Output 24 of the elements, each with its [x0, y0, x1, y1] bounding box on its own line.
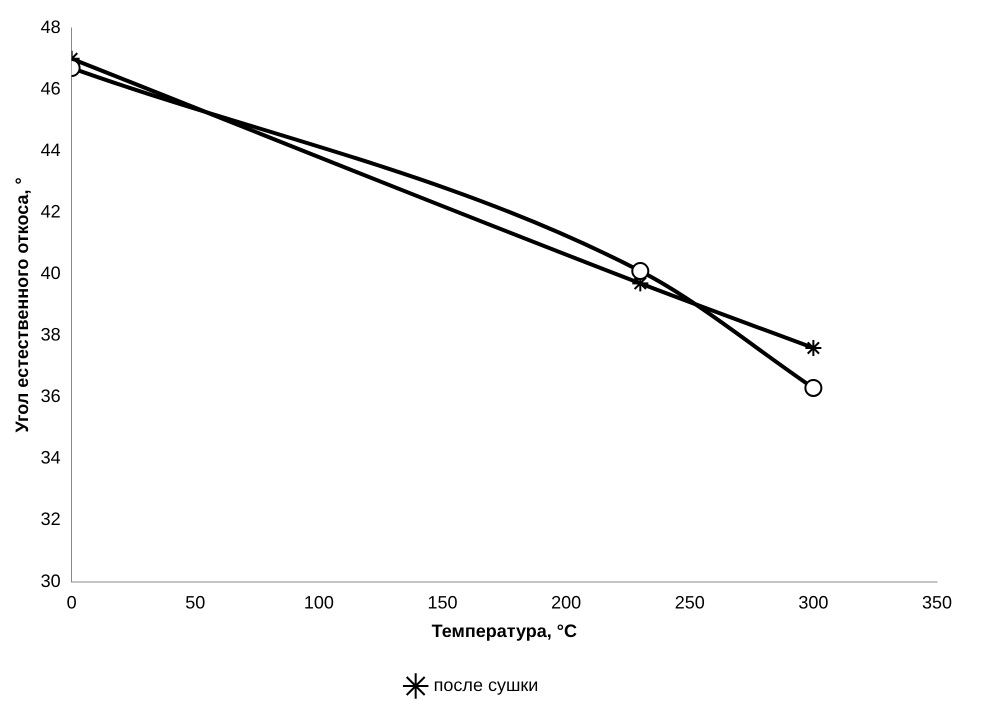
y-tick-label: 48 — [40, 16, 61, 37]
y-tick-label: 34 — [40, 448, 61, 468]
y-tick-label: 42 — [40, 202, 61, 222]
y-tick-label: 40 — [40, 263, 61, 284]
x-tick-label: 0 — [66, 592, 77, 613]
x-tick-label: 50 — [185, 592, 206, 613]
x-axis-title: Температура, °C — [432, 621, 577, 642]
y-axis-title: Угол естественного откоса, ° — [12, 177, 32, 432]
x-tick-label: 100 — [304, 592, 334, 613]
y-tick-label: 32 — [40, 509, 61, 530]
x-tick-label: 200 — [551, 592, 582, 613]
y-tick-label: 44 — [40, 140, 61, 160]
x-tick-label: 300 — [798, 592, 828, 613]
point — [631, 262, 650, 280]
point — [804, 378, 822, 397]
x-tick-label: 350 — [922, 592, 952, 613]
legend-label: после сушки — [434, 674, 538, 695]
x-tick-label: 250 — [674, 592, 705, 613]
y-tick-label: 36 — [40, 386, 61, 406]
x-tick-label: 150 — [427, 592, 458, 613]
y-tick-label: 38 — [40, 324, 61, 345]
y-tick-label: 30 — [40, 570, 61, 591]
point — [804, 338, 822, 357]
y-tick-label: 46 — [40, 78, 61, 98]
